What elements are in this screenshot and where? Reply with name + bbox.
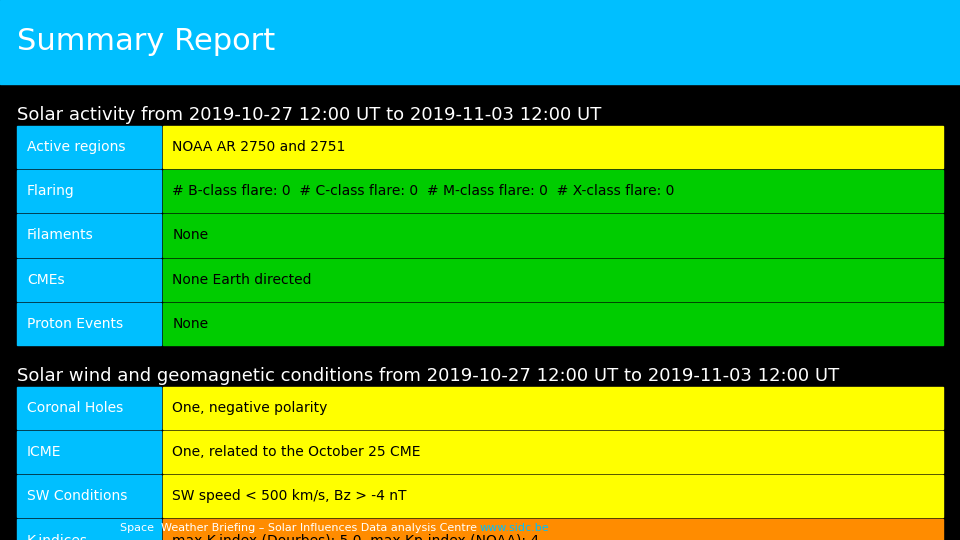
Text: None Earth directed: None Earth directed xyxy=(172,273,312,287)
Bar xyxy=(162,475,943,517)
Bar xyxy=(162,170,943,212)
Bar xyxy=(162,126,943,168)
Bar xyxy=(17,303,160,345)
Text: Flaring: Flaring xyxy=(27,184,75,198)
Text: SW speed < 500 km/s, Bz > -4 nT: SW speed < 500 km/s, Bz > -4 nT xyxy=(172,489,407,503)
Text: Proton Events: Proton Events xyxy=(27,317,123,331)
Bar xyxy=(162,214,943,256)
Bar xyxy=(0,0,960,84)
Text: NOAA AR 2750 and 2751: NOAA AR 2750 and 2751 xyxy=(172,140,346,154)
Bar xyxy=(17,431,160,473)
Text: max K-index (Dourbes): 5.0  max Kp-index (NOAA): 4: max K-index (Dourbes): 5.0 max Kp-index … xyxy=(172,534,540,540)
Text: # B-class flare: 0  # C-class flare: 0  # M-class flare: 0  # X-class flare: 0: # B-class flare: 0 # C-class flare: 0 # … xyxy=(172,184,675,198)
Bar xyxy=(17,475,160,517)
Bar xyxy=(162,519,943,540)
Text: Filaments: Filaments xyxy=(27,228,94,242)
Text: One, negative polarity: One, negative polarity xyxy=(172,401,327,415)
Text: ICME: ICME xyxy=(27,445,61,459)
Text: Solar wind and geomagnetic conditions from 2019-10-27 12:00 UT to 2019-11-03 12:: Solar wind and geomagnetic conditions fr… xyxy=(17,367,840,385)
Bar xyxy=(17,259,160,301)
Text: www.sidc.be: www.sidc.be xyxy=(480,523,550,533)
Bar xyxy=(162,387,943,429)
Bar xyxy=(17,126,160,168)
Bar xyxy=(17,519,160,540)
Text: None: None xyxy=(172,228,208,242)
Text: None: None xyxy=(172,317,208,331)
Text: SW Conditions: SW Conditions xyxy=(27,489,128,503)
Text: Active regions: Active regions xyxy=(27,140,126,154)
Bar xyxy=(17,170,160,212)
Text: Space  Weather Briefing – Solar Influences Data analysis Centre: Space Weather Briefing – Solar Influence… xyxy=(119,523,480,533)
Text: Coronal Holes: Coronal Holes xyxy=(27,401,123,415)
Bar xyxy=(17,214,160,256)
Bar xyxy=(17,387,160,429)
Bar xyxy=(162,431,943,473)
Bar xyxy=(162,303,943,345)
Text: Solar activity from 2019-10-27 12:00 UT to 2019-11-03 12:00 UT: Solar activity from 2019-10-27 12:00 UT … xyxy=(17,106,602,124)
Text: One, related to the October 25 CME: One, related to the October 25 CME xyxy=(172,445,420,459)
Text: K-indices: K-indices xyxy=(27,534,88,540)
Bar xyxy=(162,259,943,301)
Text: CMEs: CMEs xyxy=(27,273,64,287)
Text: Summary Report: Summary Report xyxy=(17,28,276,56)
